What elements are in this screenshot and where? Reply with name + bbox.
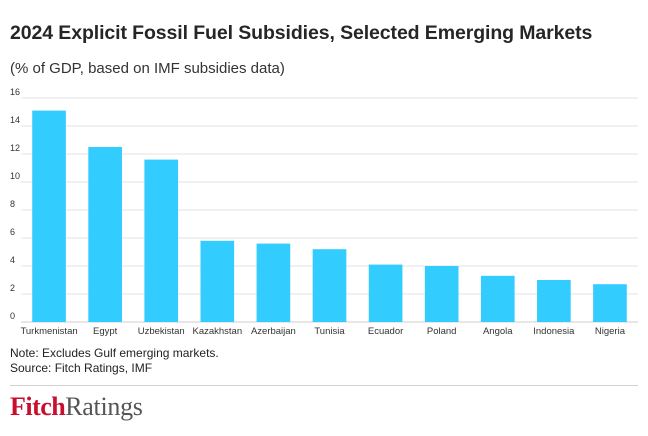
bar	[312, 249, 347, 322]
bar	[593, 284, 627, 322]
y-tick-label: 14	[10, 115, 20, 125]
bar	[537, 280, 571, 322]
bar	[200, 240, 235, 322]
bar-chart: 0 2 4 6 8 10 12 14 16 Turkmenistan Egypt Uzbekistan…	[10, 87, 638, 337]
x-tick-label: Azerbaijan	[251, 326, 296, 337]
x-tick-label: Poland	[427, 326, 457, 337]
y-tick-label: 16	[10, 87, 20, 97]
y-tick-label: 6	[10, 227, 15, 237]
y-tick-label: 10	[10, 171, 20, 181]
bar	[424, 266, 459, 322]
x-tick-label: Egypt	[93, 326, 118, 337]
x-tick-label: Indonesia	[533, 326, 575, 337]
bar	[480, 275, 515, 322]
x-tick-label: Tunisia	[314, 326, 345, 337]
logo-ratings-text: Ratings	[65, 392, 143, 421]
bar	[256, 243, 291, 322]
bar	[32, 110, 66, 322]
y-tick-label: 4	[10, 255, 15, 265]
footnote: Note: Excludes Gulf emerging markets.	[10, 346, 219, 360]
chart-subtitle: (% of GDP, based on IMF subsidies data)	[10, 60, 285, 77]
footer-divider	[10, 385, 638, 386]
x-tick-label: Kazakhstan	[192, 326, 242, 337]
y-tick-label: 0	[10, 311, 15, 321]
bar	[368, 264, 403, 322]
y-tick-label: 8	[10, 199, 15, 209]
x-tick-label: Nigeria	[595, 326, 626, 337]
bar	[144, 159, 179, 322]
fitch-ratings-logo: FitchRatings	[10, 392, 143, 426]
logo-fitch-text: Fitch	[10, 392, 66, 421]
x-tick-label: Turkmenistan	[20, 326, 77, 337]
x-tick-label: Angola	[483, 326, 513, 337]
y-tick-label: 12	[10, 143, 20, 153]
source-note: Source: Fitch Ratings, IMF	[10, 361, 153, 375]
bar	[88, 147, 122, 322]
chart-title: 2024 Explicit Fossil Fuel Subsidies, Sel…	[10, 22, 593, 44]
y-tick-label: 2	[10, 283, 15, 293]
x-tick-label: Uzbekistan	[138, 326, 185, 337]
x-tick-label: Ecuador	[368, 326, 403, 337]
chart-notes: Note: Excludes Gulf emerging markets. So…	[10, 346, 219, 376]
